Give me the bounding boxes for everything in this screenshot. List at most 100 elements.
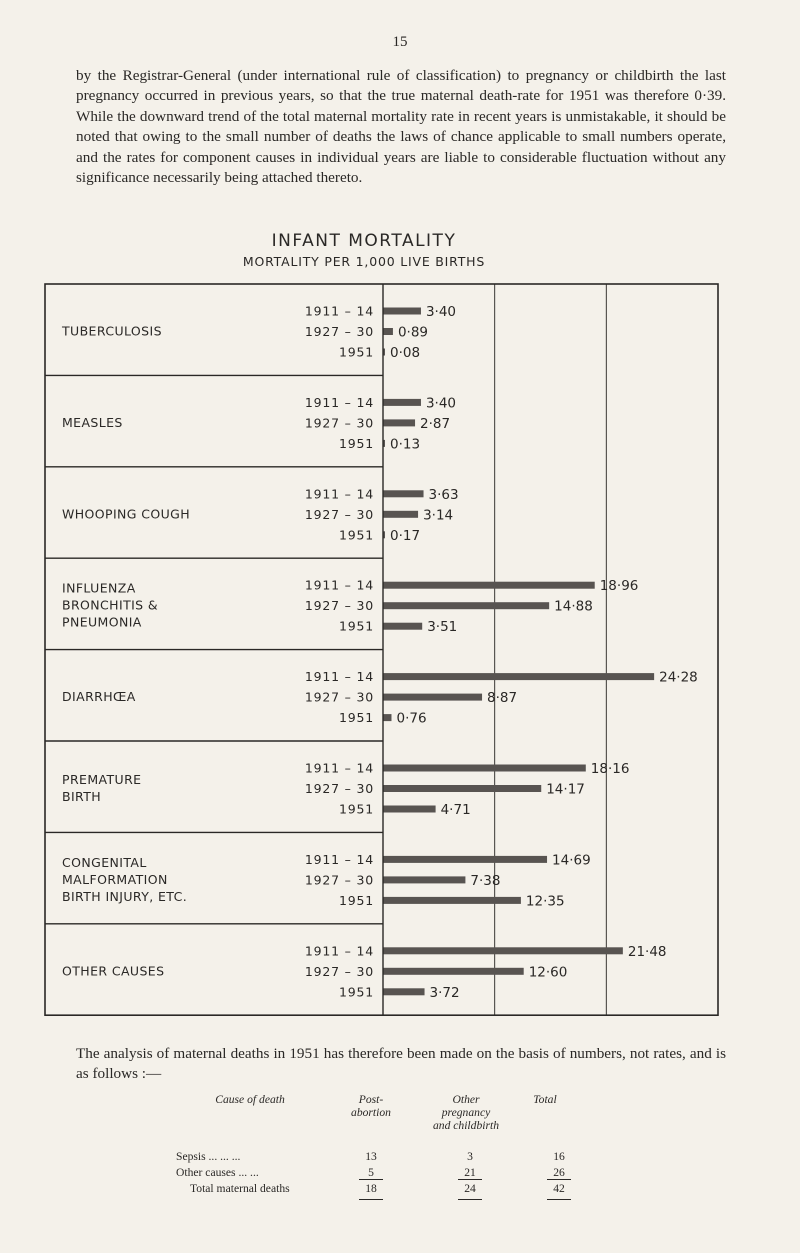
category-label: TUBERCULOSIS bbox=[61, 324, 162, 339]
value-label: 3·40 bbox=[426, 304, 456, 320]
post-abortion-cell: 13 bbox=[365, 1150, 377, 1163]
bar bbox=[383, 510, 419, 518]
category-label-line: WHOOPING COUGH bbox=[62, 506, 190, 521]
category-label-line: BRONCHITIS & bbox=[62, 598, 158, 613]
period-label: 1911 – 14 bbox=[305, 395, 374, 410]
bar bbox=[383, 714, 392, 722]
bar bbox=[383, 307, 421, 315]
chart-title: INFANT MORTALITY bbox=[272, 231, 457, 251]
period-label: 1927 – 30 bbox=[305, 324, 374, 339]
value-label: 4·71 bbox=[441, 802, 471, 818]
bar bbox=[383, 439, 385, 447]
other-cell: 21 bbox=[464, 1166, 476, 1179]
chart-body: TUBERCULOSIS 1911 – 14 3·40 1927 – 30 0·89 19… bbox=[44, 283, 719, 1017]
header-cause: Cause of death bbox=[215, 1093, 285, 1106]
period-label: 1951 bbox=[339, 984, 374, 999]
intro-paragraph: by the Registrar-General (under internat… bbox=[76, 67, 726, 187]
bar bbox=[383, 348, 385, 356]
value-label: 0·76 bbox=[396, 711, 426, 727]
period-label: 1951 bbox=[339, 710, 374, 725]
value-label: 7·38 bbox=[470, 873, 500, 889]
bar bbox=[383, 419, 416, 427]
value-label: 3·40 bbox=[426, 395, 456, 411]
bar bbox=[383, 785, 542, 792]
infant-mortality-chart: INFANT MORTALITY MORTALITY PER 1,000 LIV… bbox=[44, 231, 719, 1017]
value-label: 18·16 bbox=[591, 761, 630, 777]
bar bbox=[383, 693, 483, 701]
period-label: 1911 – 14 bbox=[305, 852, 374, 867]
category-label-line: PNEUMONIA bbox=[62, 615, 142, 630]
category-label: OTHER CAUSES bbox=[62, 963, 164, 978]
total-other-cell: 24 bbox=[464, 1182, 476, 1195]
period-label: 1927 – 30 bbox=[305, 415, 374, 430]
bar bbox=[383, 490, 424, 498]
period-label: 1927 – 30 bbox=[305, 690, 374, 705]
header-total: Total bbox=[533, 1093, 557, 1106]
grand-total-cell: 42 bbox=[553, 1182, 565, 1195]
period-label: 1951 bbox=[339, 619, 374, 634]
sum-rule bbox=[547, 1179, 571, 1180]
category-label-line: MEASLES bbox=[62, 415, 123, 430]
period-label: 1927 – 30 bbox=[305, 964, 374, 979]
bar bbox=[383, 673, 655, 681]
cause-cell: Other causes ... ... bbox=[176, 1166, 259, 1179]
header-other: Other pregnancy and childbirth bbox=[432, 1093, 500, 1132]
total-cell: 26 bbox=[553, 1166, 565, 1179]
double-rule bbox=[458, 1199, 482, 1200]
value-label: 14·17 bbox=[546, 782, 585, 798]
double-rule bbox=[359, 1199, 383, 1200]
other-cell: 3 bbox=[467, 1150, 473, 1163]
category-label: MEASLES bbox=[62, 415, 123, 430]
period-label: 1911 – 14 bbox=[305, 669, 374, 684]
value-label: 3·14 bbox=[423, 507, 453, 523]
bar bbox=[383, 855, 548, 863]
value-label: 0·13 bbox=[390, 436, 420, 452]
bar bbox=[383, 805, 436, 813]
category-label: CONGENITAL MALFORMATION BIRTH INJURY, ETC. bbox=[62, 855, 187, 904]
period-label: 1951 bbox=[339, 345, 374, 360]
outro-paragraph: The analysis of maternal deaths in 1951 … bbox=[76, 1045, 726, 1082]
category-label-line: TUBERCULOSIS bbox=[61, 324, 162, 339]
period-label: 1911 – 14 bbox=[305, 578, 374, 593]
table-row: Other causes ... ... 5 21 26 bbox=[150, 1166, 620, 1182]
bar bbox=[383, 581, 595, 589]
bar bbox=[383, 967, 524, 975]
period-label: 1927 – 30 bbox=[305, 781, 374, 796]
period-label: 1927 – 30 bbox=[305, 872, 374, 887]
category-label-line: INFLUENZA bbox=[62, 581, 136, 596]
value-label: 12·60 bbox=[529, 964, 568, 980]
bar bbox=[383, 764, 586, 772]
table-row: Sepsis ... ... ... 13 3 16 bbox=[150, 1150, 620, 1166]
value-label: 0·17 bbox=[390, 528, 420, 544]
category-label-line: BIRTH INJURY, ETC. bbox=[62, 889, 187, 904]
category-label: INFLUENZA BRONCHITIS & PNEUMONIA bbox=[62, 581, 158, 630]
double-rule bbox=[547, 1199, 571, 1200]
chart-subtitle: MORTALITY PER 1,000 LIVE BIRTHS bbox=[243, 254, 485, 269]
total-cause-cell: Total maternal deaths bbox=[190, 1182, 290, 1195]
category-label: DIARRHŒA bbox=[62, 689, 136, 704]
period-label: 1927 – 30 bbox=[305, 507, 374, 522]
value-label: 21·48 bbox=[628, 944, 667, 960]
value-label: 0·89 bbox=[398, 325, 428, 341]
sum-rule bbox=[359, 1179, 383, 1180]
post-abortion-cell: 5 bbox=[368, 1166, 374, 1179]
category-label: PREMATURE BIRTH bbox=[62, 772, 141, 804]
category-label-line: MALFORMATION bbox=[62, 872, 168, 887]
header-post-abortion: Post-abortion bbox=[351, 1093, 391, 1119]
bar bbox=[383, 602, 550, 610]
period-label: 1911 – 14 bbox=[305, 486, 374, 501]
bar bbox=[383, 622, 423, 630]
value-label: 12·35 bbox=[526, 893, 565, 909]
bar bbox=[383, 328, 393, 335]
value-label: 3·51 bbox=[427, 619, 457, 635]
category-label-line: BIRTH bbox=[62, 789, 101, 804]
cause-cell: Sepsis ... ... ... bbox=[176, 1150, 241, 1163]
value-label: 14·69 bbox=[552, 852, 591, 868]
category-label-line: CONGENITAL bbox=[62, 855, 147, 870]
value-label: 18·96 bbox=[600, 578, 639, 594]
bar bbox=[383, 531, 385, 539]
value-label: 3·63 bbox=[429, 487, 459, 503]
value-label: 2·87 bbox=[420, 416, 450, 432]
period-label: 1927 – 30 bbox=[305, 598, 374, 613]
period-label: 1911 – 14 bbox=[305, 304, 374, 319]
